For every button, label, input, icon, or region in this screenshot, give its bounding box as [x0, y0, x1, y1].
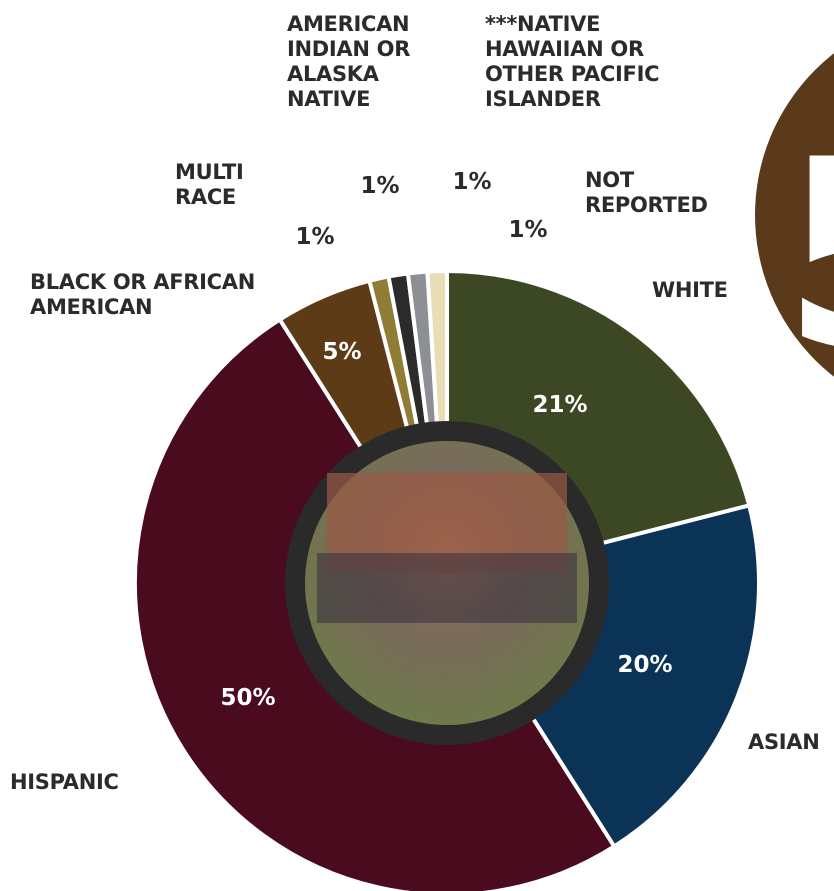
- annotation: 5: [782, 105, 834, 407]
- category-label: ***NATIVE HAWAIIAN OR OTHER PACIFIC ISLA…: [485, 12, 660, 111]
- category-label: MULTI RACE: [175, 160, 244, 209]
- photo-people: [317, 553, 577, 623]
- category-label: WHITE: [652, 278, 728, 302]
- value-label: 1%: [508, 217, 548, 243]
- value-label: 1%: [452, 169, 492, 195]
- value-label: 1%: [360, 173, 400, 199]
- category-label: HISPANIC: [10, 770, 119, 794]
- category-label: AMERICAN INDIAN OR ALASKA NATIVE: [287, 12, 411, 111]
- value-label: 5%: [322, 339, 362, 365]
- value-label: 1%: [295, 224, 335, 250]
- category-label: NOT REPORTED: [585, 168, 708, 217]
- category-label: BLACK OR AFRICAN AMERICAN: [30, 270, 255, 319]
- value-label: 20%: [617, 652, 673, 678]
- value-label: 21%: [532, 392, 588, 418]
- value-label: 50%: [220, 685, 276, 711]
- category-label: ASIAN: [748, 730, 820, 754]
- decor-circle: [755, 53, 834, 377]
